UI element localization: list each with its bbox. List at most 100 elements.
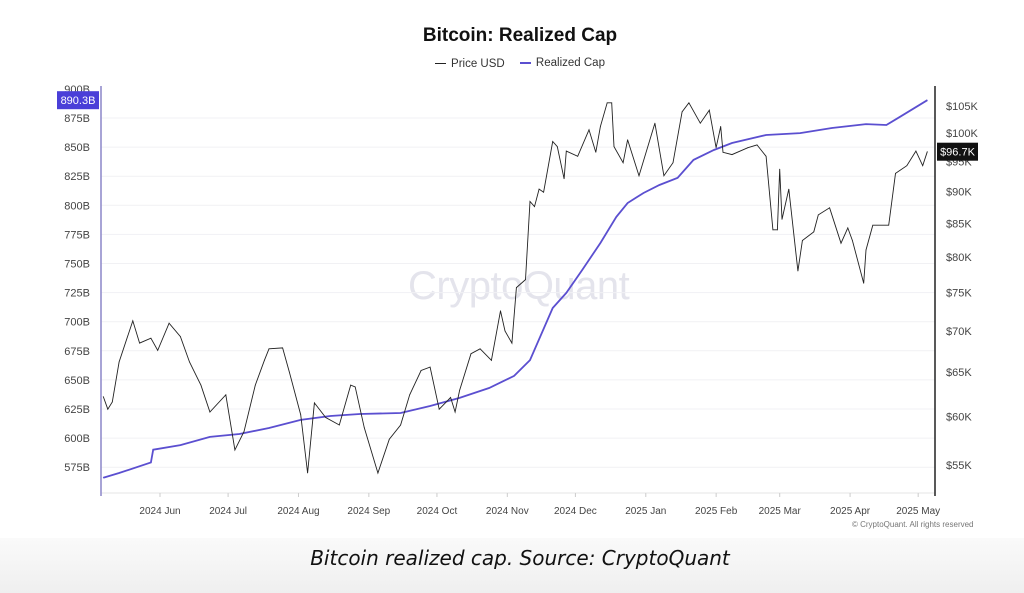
- price-point: [699, 122, 701, 124]
- y-right-tick-label: $60K: [946, 412, 972, 424]
- chart-title: Bitcoin: Realized Cap: [422, 25, 618, 46]
- x-tick-label: 2025 May: [896, 506, 940, 517]
- y-left-tick-label: 875B: [64, 113, 90, 125]
- price-point: [543, 191, 545, 193]
- price-point: [688, 102, 690, 104]
- price-point: [479, 348, 481, 350]
- legend: Price USD Realized Cap: [0, 55, 1024, 70]
- legend-item-realized-cap[interactable]: Realized Cap: [519, 57, 605, 69]
- y-left-tick-label: 800B: [64, 200, 90, 212]
- realized-cap-current-label: 890.3B: [61, 95, 96, 107]
- realized-cap-point: [152, 449, 154, 451]
- price-point: [180, 336, 181, 338]
- price-point: [720, 126, 722, 127]
- price-point: [139, 342, 140, 344]
- price-point: [504, 330, 506, 332]
- x-tick-label: 2025 Mar: [759, 506, 802, 517]
- y-right-tick-label: $85K: [946, 218, 972, 230]
- price-point: [354, 386, 356, 388]
- price-point: [888, 224, 890, 226]
- price-point: [209, 411, 211, 413]
- price-point: [225, 394, 227, 396]
- realized-cap-point: [359, 413, 361, 415]
- y-left-tick-label: 725B: [64, 288, 90, 300]
- price-point: [450, 397, 451, 398]
- price-point: [915, 150, 917, 152]
- y-left-tick-label: 825B: [64, 171, 90, 183]
- realized-cap-point: [926, 99, 928, 101]
- price-point: [200, 384, 202, 386]
- price-point: [926, 151, 928, 153]
- realized-cap-point: [209, 436, 211, 438]
- realized-cap-point: [300, 419, 302, 421]
- realized-cap-point: [581, 269, 583, 271]
- price-point: [672, 162, 674, 164]
- realized-cap-point: [677, 177, 678, 179]
- price-point: [515, 287, 517, 288]
- realized-cap-point: [831, 127, 833, 129]
- y-left-tick-label: 600B: [64, 433, 90, 445]
- realized-cap-point: [886, 124, 887, 126]
- price-point: [388, 438, 390, 440]
- y-right-tick-label: $55K: [946, 460, 972, 472]
- price-point: [817, 214, 819, 216]
- realized-cap-point: [899, 116, 901, 118]
- realized-cap-point: [659, 184, 660, 186]
- price-point: [731, 154, 733, 155]
- y-left-tick-label: 650B: [64, 375, 90, 387]
- series-group: [102, 99, 928, 479]
- price-point: [756, 144, 758, 146]
- price-point: [829, 207, 831, 209]
- price-point: [300, 414, 302, 416]
- price-point: [491, 359, 492, 361]
- y-left-tick-label: 850B: [64, 142, 90, 154]
- realized-cap-point: [150, 462, 152, 463]
- price-point: [847, 227, 849, 229]
- y-right-tick-label: $100K: [946, 128, 978, 140]
- price-point: [627, 139, 629, 141]
- y-left-tick-label: 625B: [64, 404, 90, 416]
- price-point: [663, 175, 665, 177]
- price-point: [288, 371, 290, 373]
- price-current-label: $96.7K: [940, 147, 976, 159]
- x-tick-label: 2025 Jan: [625, 506, 666, 517]
- price-point: [470, 353, 472, 355]
- price-point: [268, 348, 270, 350]
- price-point: [420, 370, 422, 371]
- price-point: [772, 229, 774, 231]
- realized-cap-point: [529, 359, 531, 361]
- price-point: [715, 147, 717, 149]
- price-point: [409, 394, 411, 396]
- price-point: [157, 349, 159, 351]
- price-point: [613, 146, 615, 147]
- price-point: [313, 402, 315, 404]
- copyright-text: © CryptoQuant. All rights reserved: [852, 520, 974, 529]
- legend-item-price[interactable]: Price USD: [435, 58, 505, 70]
- realized-cap-point: [513, 375, 515, 377]
- price-point: [802, 240, 803, 241]
- price-point: [111, 401, 113, 403]
- price-point: [813, 231, 815, 233]
- y-left-tick-label: 750B: [64, 259, 90, 271]
- realized-cap-point: [693, 159, 694, 161]
- y-right-tick-label: $90K: [946, 187, 972, 199]
- price-point: [168, 322, 170, 324]
- legend-swatch-price: [435, 63, 447, 64]
- realized-cap-point: [239, 433, 240, 435]
- price-point: [595, 151, 597, 153]
- legend-label-price: Price USD: [451, 57, 505, 70]
- price-point: [622, 162, 624, 164]
- realized-cap-point: [329, 415, 331, 417]
- price-point: [534, 206, 535, 207]
- legend-label-realized-cap: Realized Cap: [535, 57, 605, 69]
- price-point: [906, 165, 908, 167]
- realized-cap-point: [118, 472, 120, 474]
- realized-cap-point: [615, 216, 617, 218]
- price-point: [788, 188, 790, 190]
- realized-cap-point: [565, 292, 567, 294]
- y-left-tick-label: 575B: [64, 462, 90, 474]
- price-point: [840, 242, 842, 244]
- price-point: [552, 141, 554, 142]
- price-point: [243, 431, 245, 432]
- price-point: [747, 147, 749, 149]
